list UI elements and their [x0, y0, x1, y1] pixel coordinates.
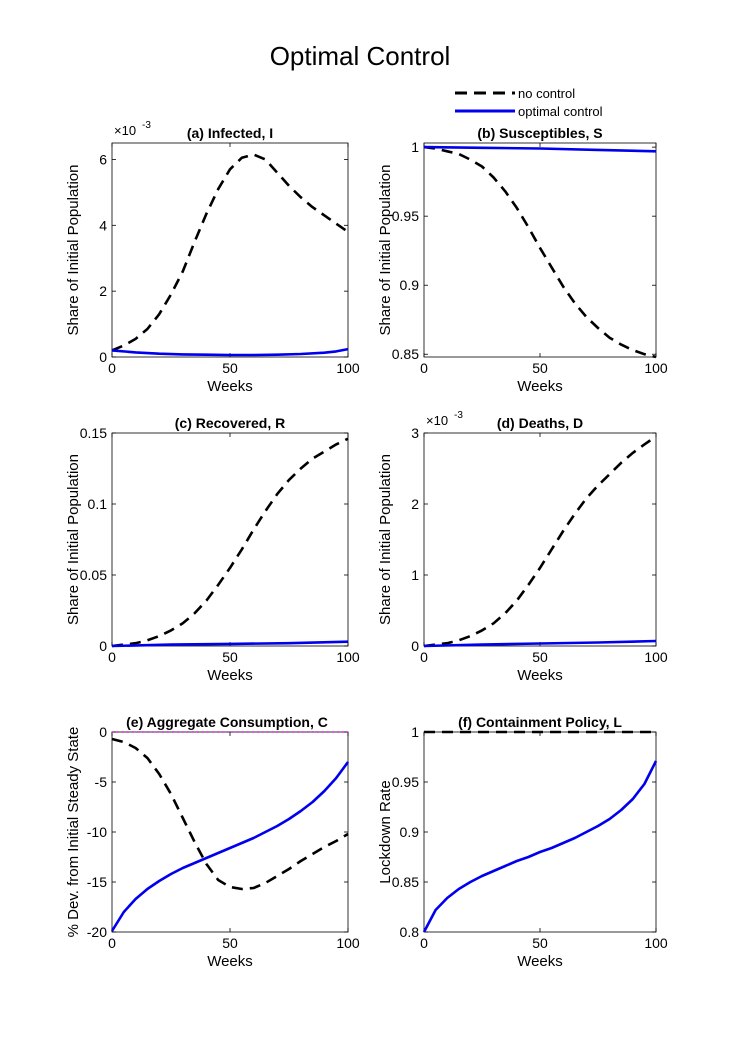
y-tick-label: 1 — [411, 139, 419, 155]
axes-box — [111, 142, 349, 358]
x-tick-label: 50 — [222, 360, 238, 376]
x-axis-label: Weeks — [517, 667, 563, 684]
y-axis-label: Share of Initial Population — [65, 454, 82, 625]
y-tick-label: 3 — [411, 425, 419, 441]
y-tick-label: 0.1 — [88, 496, 108, 512]
panel-infected: 0 50 100 0 2 4 6 (a) Infected, I Weeks Share of I… — [65, 120, 360, 395]
y-tick-label: 4 — [99, 217, 107, 233]
x-tick-label: 100 — [336, 360, 360, 376]
y-tick-label: 0.9 — [400, 824, 420, 840]
x-axis-label: Weeks — [207, 953, 253, 970]
series-line-optimal-control — [111, 640, 349, 648]
y-tick-label: 0 — [99, 724, 107, 740]
x-tick-label: 0 — [420, 649, 428, 665]
y-tick-label: 0.8 — [400, 924, 420, 940]
x-tick-label: 0 — [108, 649, 116, 665]
series-line-optimal-control — [110, 761, 350, 932]
figure-title: Optimal Control — [270, 41, 451, 71]
x-tick-label: 0 — [420, 360, 428, 376]
x-axis-label: Weeks — [207, 667, 253, 684]
y-axis-label: Share of Initial Population — [377, 165, 394, 336]
x-tick-label: 100 — [644, 360, 668, 376]
x-tick-label: 0 — [420, 935, 428, 951]
x-tick-label: 0 — [108, 935, 116, 951]
x-axis-label: Weeks — [207, 378, 253, 395]
y-tick-label: 1 — [411, 567, 419, 583]
panel-title: (b) Susceptibles, S — [477, 125, 602, 141]
y-tick-label: 0 — [411, 638, 419, 654]
x-tick-label: 50 — [532, 935, 548, 951]
x-tick-label: 50 — [532, 360, 548, 376]
x-tick-label: 100 — [336, 935, 360, 951]
y-tick-label: 0 — [99, 349, 107, 365]
y-axis-label: Share of Initial Population — [65, 165, 82, 336]
axes-box — [111, 731, 349, 933]
x-tick-label: 100 — [644, 935, 668, 951]
panel-consumption: 0 50 100 -20 -15 -10 -5 0 (e) Aggregate Consumpt… — [65, 714, 360, 970]
y-tick-label: -20 — [87, 924, 107, 940]
y-axis-multiplier: ×10 — [114, 123, 136, 138]
y-axis-label: Lockdown Rate — [377, 780, 394, 883]
y-tick-label: -15 — [87, 874, 107, 890]
series-line-optimal-control — [111, 347, 349, 357]
y-axis-label: Share of Initial Population — [377, 454, 394, 625]
y-axis-multiplier-exponent: -3 — [142, 120, 151, 131]
panel-title: (e) Aggregate Consumption, C — [126, 714, 328, 730]
y-tick-label: 0.85 — [392, 346, 419, 362]
y-tick-label: 1 — [411, 724, 419, 740]
y-tick-label: 0.95 — [392, 774, 419, 790]
series-line-no-control — [111, 737, 349, 891]
panel-title: (d) Deaths, D — [497, 415, 583, 431]
y-tick-label: 0.15 — [80, 425, 107, 441]
panel-recovered: 0 50 100 0 0.05 0.1 0.15 (c) Recovered, R Weeks S… — [65, 415, 360, 684]
x-axis-label: Weeks — [517, 953, 563, 970]
series-line-no-control — [111, 153, 349, 352]
y-tick-label: -5 — [95, 774, 108, 790]
y-tick-label: 2 — [99, 283, 107, 299]
y-axis-multiplier: ×10 — [426, 413, 448, 428]
y-tick-label: -10 — [87, 824, 107, 840]
panel-title: (c) Recovered, R — [175, 415, 285, 431]
series-line-optimal-control — [423, 639, 657, 648]
panel-deaths: 0 50 100 0 1 2 3 (d) Deaths, D Weeks Share of Ini… — [377, 410, 668, 684]
series-line-no-control — [111, 437, 349, 648]
y-tick-label: 2 — [411, 496, 419, 512]
series-line-optimal-control — [423, 145, 657, 153]
y-axis-multiplier-exponent: -3 — [454, 410, 463, 421]
legend-label-no-control: no control — [518, 86, 575, 101]
x-tick-label: 100 — [644, 649, 668, 665]
x-tick-label: 50 — [222, 935, 238, 951]
x-tick-label: 0 — [108, 360, 116, 376]
legend-label-optimal-control: optimal control — [518, 104, 603, 119]
series-line-no-control — [423, 145, 657, 359]
series-line-optimal-control — [422, 760, 658, 933]
x-axis-label: Weeks — [517, 378, 563, 395]
axes-box — [423, 731, 657, 933]
axes-box — [111, 432, 349, 647]
x-tick-label: 100 — [336, 649, 360, 665]
y-axis-label: % Dev. from Initial Steady State — [65, 727, 82, 938]
legend: no control optimal control — [455, 86, 603, 119]
y-tick-label: 0 — [99, 638, 107, 654]
y-tick-label: 0.05 — [80, 567, 107, 583]
panel-containment: 0 50 100 0.8 0.85 0.9 0.95 1 (f) Containment Pol… — [377, 714, 668, 970]
y-tick-label: 6 — [99, 151, 107, 167]
x-tick-label: 50 — [222, 649, 238, 665]
x-tick-label: 50 — [532, 649, 548, 665]
series-line-no-control — [423, 435, 657, 648]
y-tick-label: 0.95 — [392, 208, 419, 224]
axes-box — [423, 432, 657, 647]
y-tick-label: 0.9 — [400, 277, 420, 293]
y-tick-label: 0.85 — [392, 874, 419, 890]
panel-susceptibles: 0 50 100 0.85 0.9 0.95 1 (b) Susceptibles, S Wee… — [377, 125, 668, 395]
panel-title: (f) Containment Policy, L — [458, 714, 622, 730]
panel-title: (a) Infected, I — [187, 125, 273, 141]
